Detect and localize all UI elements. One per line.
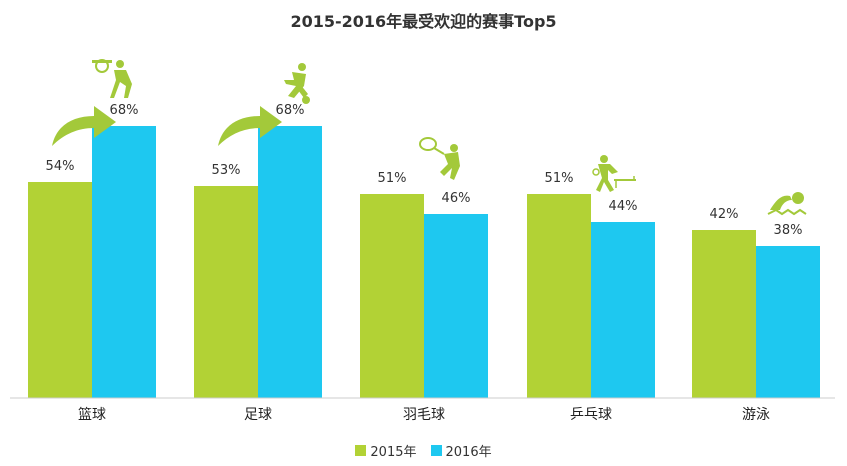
table-tennis-player-icon (592, 155, 636, 192)
growth-arrow-icon (218, 106, 282, 146)
bar-2016-3 (424, 214, 488, 398)
bar-2015-2 (194, 186, 258, 398)
legend-item-2016: 2016年 (430, 441, 492, 460)
category-label-5: 游泳 (742, 407, 770, 423)
value-label-2016-3: 46% (442, 191, 471, 206)
legend-swatch-2016 (430, 445, 442, 456)
bar-2016-4 (591, 222, 655, 398)
value-label-2015-4: 51% (545, 171, 574, 186)
value-label-2015-3: 51% (378, 171, 407, 186)
basketball-player-icon (92, 59, 132, 98)
category-label-4: 乒乓球 (570, 407, 612, 423)
chart-title: 2015-2016年最受欢迎的赛事Top5 (290, 12, 557, 31)
value-label-2015-1: 54% (46, 159, 75, 174)
value-label-2015-2: 53% (212, 163, 241, 178)
swimmer-icon (767, 192, 807, 216)
badminton-player-icon (419, 137, 460, 180)
value-label-2015-5: 42% (710, 207, 739, 222)
legend-label-2015: 2015年 (370, 445, 417, 460)
bar-2016-5 (756, 246, 820, 398)
bar-2016-2 (258, 126, 322, 398)
bar-2015-5 (692, 230, 756, 398)
value-label-2016-4: 44% (609, 199, 638, 214)
category-label-2: 足球 (244, 407, 272, 423)
value-label-2016-1: 68% (110, 103, 139, 118)
legend: 2015年 2016年 (0, 441, 847, 460)
bar-2015-1 (28, 182, 92, 398)
bar-2015-4 (527, 194, 591, 398)
soccer-player-icon (284, 63, 310, 104)
labels-layer: 54% 68% 篮球 53% 68% 足球 51% 46% 羽毛球 51% 44% 乒乓球 42% 38%… (46, 103, 803, 423)
value-label-2016-2: 68% (276, 103, 305, 118)
category-label-1: 篮球 (78, 407, 106, 423)
icons-layer (52, 59, 807, 216)
bars-layer (28, 126, 820, 398)
legend-item-2015: 2015年 (355, 441, 417, 460)
value-label-2016-5: 38% (774, 223, 803, 238)
legend-label-2016: 2016年 (445, 445, 492, 460)
bar-2015-3 (360, 194, 424, 398)
legend-swatch-2015 (355, 445, 367, 456)
bar-2016-1 (92, 126, 156, 398)
growth-arrow-icon (52, 106, 116, 146)
category-label-3: 羽毛球 (403, 407, 445, 423)
